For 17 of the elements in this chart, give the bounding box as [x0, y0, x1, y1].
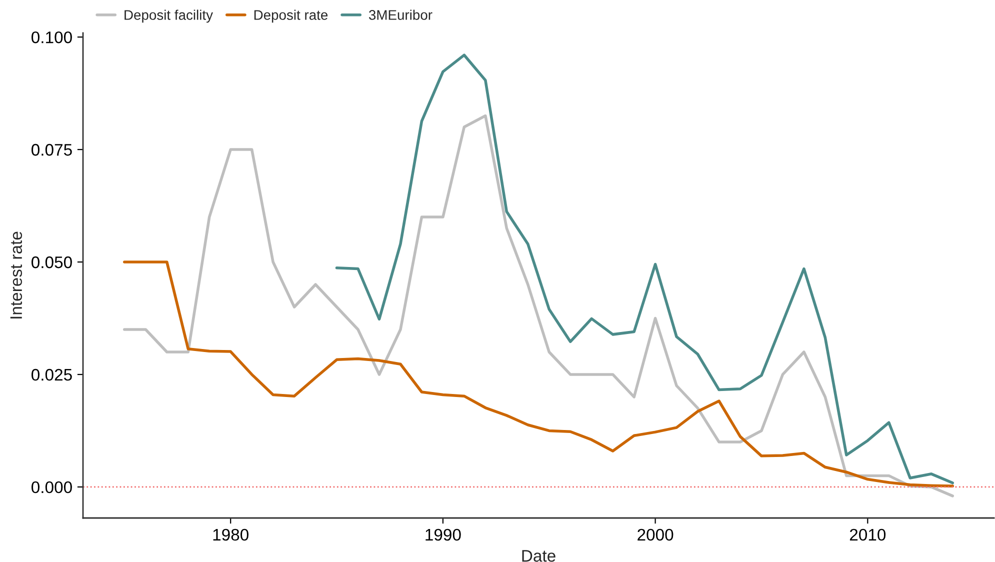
y-tick-label: 0.025: [32, 368, 72, 381]
x-axis-title: Date: [522, 550, 556, 562]
y-tick-label: 0.100: [32, 31, 72, 44]
legend-label: Deposit rate: [254, 10, 328, 23]
x-tick-label: 1980: [213, 528, 248, 541]
x-tick-label: 2000: [638, 528, 674, 541]
y-tick-label: 0.075: [32, 144, 72, 156]
line-series: [123, 260, 954, 488]
line-series: [335, 54, 954, 484]
y-tick-label: 0.050: [32, 256, 72, 268]
legend-label: Deposit facility: [124, 10, 213, 23]
y-axis-title: Interest rate: [10, 232, 22, 318]
x-tick-label: 2010: [850, 528, 886, 541]
y-tick-label: 0.000: [32, 481, 72, 494]
x-tick-label: 1990: [426, 528, 461, 541]
legend-label: 3MEuribor: [368, 10, 432, 20]
line-series: [123, 114, 954, 498]
